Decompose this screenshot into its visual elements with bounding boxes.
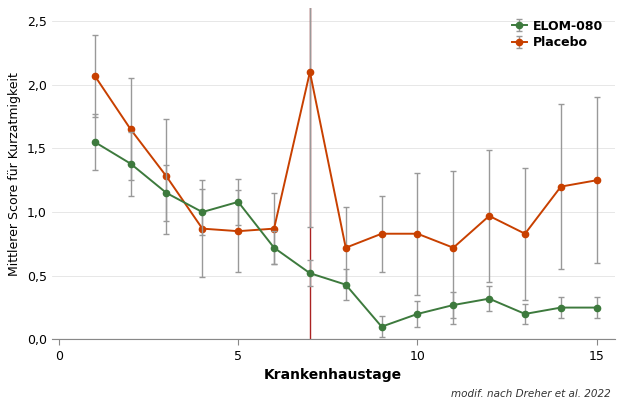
X-axis label: Krankenhaustage: Krankenhaustage <box>264 368 402 383</box>
Y-axis label: Mittlerer Score für Kurzatmigkeit: Mittlerer Score für Kurzatmigkeit <box>8 72 21 276</box>
Legend: ELOM-080, Placebo: ELOM-080, Placebo <box>507 15 609 54</box>
Text: modif. nach Dreher et al. 2022: modif. nach Dreher et al. 2022 <box>451 389 611 399</box>
